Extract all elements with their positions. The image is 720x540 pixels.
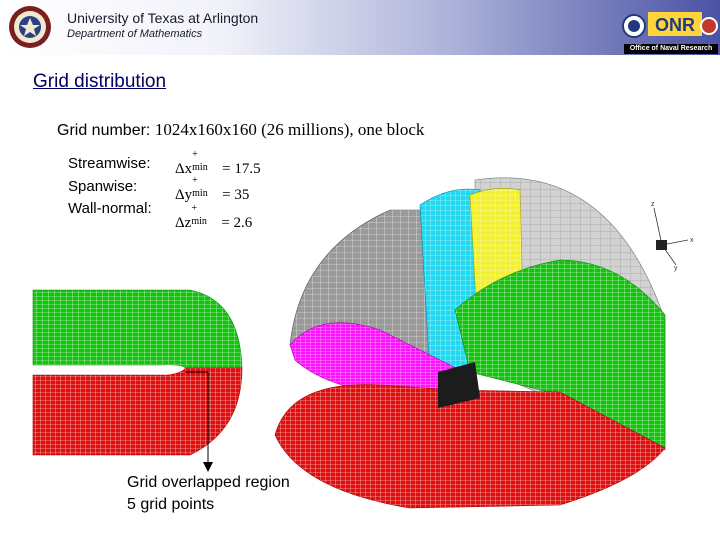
wall-normal-formula: Δz + min = 2.6 <box>175 203 253 231</box>
grid-3d-view <box>274 177 666 509</box>
grid-number-label: Grid number: <box>57 122 155 139</box>
slide-header: University of Texas at Arlington Departm… <box>0 0 720 55</box>
overlap-note-line2: 5 grid points <box>127 496 215 513</box>
streamwise-formula: Δx + min = 17.5 <box>175 149 261 177</box>
grid-number-line: Grid number: 1024x160x160 (26 millions),… <box>57 120 424 140</box>
wall-normal-label: Wall-normal: <box>68 200 152 217</box>
ut-arlington-seal-icon <box>9 6 51 48</box>
onr-logo-icon: ONR <box>622 12 718 38</box>
obstacle-block <box>438 362 480 408</box>
spanwise-label: Spanwise: <box>68 178 138 195</box>
streamwise-label: Streamwise: <box>68 155 151 172</box>
axis-x-label: x <box>690 237 694 244</box>
spanwise-formula: Δy + min = 35 <box>175 175 250 203</box>
axis-z-label: z <box>651 201 655 208</box>
grid-cross-section <box>32 289 243 456</box>
university-name: University of Texas at Arlington <box>67 10 259 26</box>
axis-y-label: y <box>674 265 678 272</box>
grid-number-value: 1024x160x160 (26 millions), one block <box>154 120 425 139</box>
department-name: Department of Mathematics <box>67 28 203 40</box>
onr-logo-text: ONR <box>655 15 695 35</box>
axes-indicator: x z y <box>651 201 694 272</box>
overlap-note-line1: Grid overlapped region <box>127 474 290 491</box>
slide-title: Grid distribution <box>33 71 167 92</box>
onr-label: Office of Naval Research <box>624 44 718 54</box>
overlap-indicator <box>185 371 213 472</box>
